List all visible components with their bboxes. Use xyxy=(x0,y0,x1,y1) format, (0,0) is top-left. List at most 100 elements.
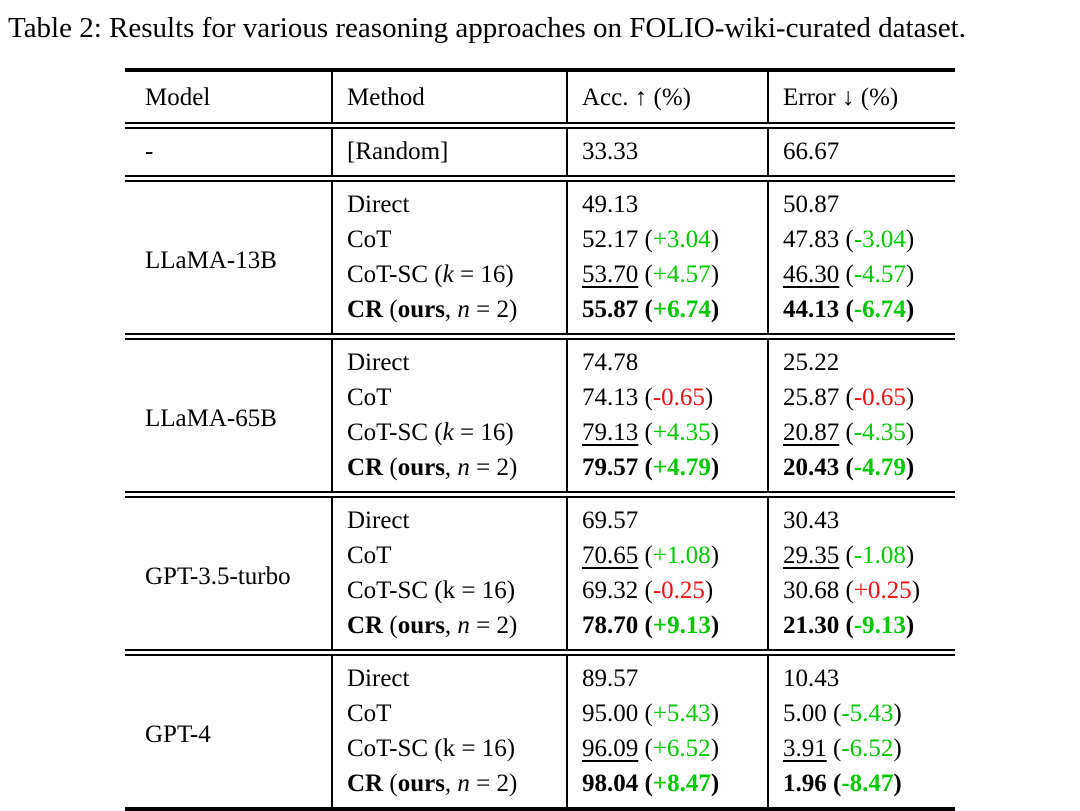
table-row: CoT-SC (k = 16) 69.32 (-0.25) 30.68 (+0.25… xyxy=(125,573,955,608)
header-row: Model Method Acc. ↑ (%) Error ↓ (%) xyxy=(125,70,955,126)
method-text: n xyxy=(457,612,470,639)
method-text: = 2) xyxy=(469,454,518,481)
error-cell: 20.43 (-4.79) xyxy=(767,450,955,495)
accuracy-cell: 69.57 xyxy=(566,494,768,538)
model-section: GPT-3.5-turbo Direct 69.57 30.43 CoT 70.65 (+… xyxy=(125,494,955,653)
metric-value: 21.30 xyxy=(783,612,840,639)
method-text: , xyxy=(444,296,458,323)
method-cell: [Random] xyxy=(331,125,567,179)
table-row: CR (ours, n = 2) 55.87 (+6.74) 44.13 (-6.7… xyxy=(125,292,955,337)
method-text: k xyxy=(442,419,454,446)
method-cell: CR (ours, n = 2) xyxy=(331,608,567,653)
error-cell: 66.67 xyxy=(767,125,955,179)
delta-value: +4.57 xyxy=(652,261,711,288)
delta-value: -6.74 xyxy=(853,296,906,323)
error-cell: 44.13 (-6.74) xyxy=(767,292,955,337)
accuracy-cell: 95.00 (+5.43) xyxy=(566,696,768,731)
accuracy-cell: 74.13 (-0.65) xyxy=(566,380,768,415)
method-text: ( xyxy=(389,454,398,481)
delta-value: +9.13 xyxy=(652,612,711,639)
metric-value: 1.96 xyxy=(783,770,827,797)
metric-value: 46.30 xyxy=(783,261,840,288)
error-cell: 47.83 (-3.04) xyxy=(767,222,955,257)
delta-value: -0.65 xyxy=(652,384,705,411)
delta-value: +1.08 xyxy=(652,542,711,569)
method-text: CoT-SC ( xyxy=(347,419,443,446)
error-cell: 21.30 (-9.13) xyxy=(767,608,955,653)
method-text: CoT xyxy=(347,542,392,569)
method-cell: CR (ours, n = 2) xyxy=(331,450,567,495)
metric-value: 50.87 xyxy=(783,191,840,218)
metric-value: 30.68 xyxy=(783,577,840,604)
table-caption: Table 2: Results for various reasoning a… xyxy=(8,12,966,44)
method-text: ours xyxy=(397,454,445,481)
accuracy-cell: 78.70 (+9.13) xyxy=(566,608,768,653)
error-cell: 46.30 (-4.57) xyxy=(767,257,955,292)
metric-value: 79.57 xyxy=(582,454,639,481)
metric-value: 66.67 xyxy=(783,138,840,165)
method-text: CoT-SC ( xyxy=(347,261,443,288)
delta-value: -5.43 xyxy=(841,700,894,727)
error-cell: 20.87 (-4.35) xyxy=(767,415,955,450)
method-text: Direct xyxy=(347,665,410,692)
metric-value: 96.09 xyxy=(582,735,639,762)
header-error: Error ↓ (%) xyxy=(767,70,955,126)
metric-value: 25.87 xyxy=(783,384,840,411)
table-row: CR (ours, n = 2) 78.70 (+9.13) 21.30 (-9.1… xyxy=(125,608,955,653)
metric-value: 5.00 xyxy=(783,700,827,727)
model-cell: GPT-4 xyxy=(145,720,211,748)
method-text: CR xyxy=(347,296,390,323)
metric-value: 33.33 xyxy=(582,138,639,165)
method-text: ours xyxy=(397,612,445,639)
table-row: - [Random] 33.33 66.67 xyxy=(125,125,955,179)
accuracy-cell: 53.70 (+4.57) xyxy=(566,257,768,292)
method-text: CR xyxy=(347,612,390,639)
delta-value: -6.52 xyxy=(841,735,894,762)
accuracy-cell: 55.87 (+6.74) xyxy=(566,292,768,337)
accuracy-cell: 79.13 (+4.35) xyxy=(566,415,768,450)
error-cell: 30.43 xyxy=(767,494,955,538)
method-cell: Direct xyxy=(331,178,567,222)
model-cell: LLaMA-13B xyxy=(145,246,277,274)
metric-value: 55.87 xyxy=(582,296,639,323)
metric-value: 25.22 xyxy=(783,349,840,376)
method-text: , xyxy=(444,612,458,639)
method-cell: CoT-SC (k = 16) xyxy=(331,573,567,608)
method-cell: CR (ours, n = 2) xyxy=(331,766,567,809)
accuracy-cell: 98.04 (+8.47) xyxy=(566,766,768,809)
table-row: LLaMA-65B Direct 74.78 25.22 xyxy=(125,336,955,432)
header-method: Method xyxy=(331,70,567,126)
error-cell: 50.87 xyxy=(767,178,955,222)
model-section: LLaMA-13B Direct 49.13 50.87 CoT 52.17 (+3.04… xyxy=(125,178,955,337)
delta-value: +4.79 xyxy=(652,454,711,481)
table-row: CoT 74.13 (-0.65) 25.87 (-0.65) xyxy=(125,380,955,415)
table-row: CR (ours, n = 2) 79.57 (+4.79) 20.43 (-4.7… xyxy=(125,450,955,495)
metric-value: 74.13 xyxy=(582,384,639,411)
metric-value: 69.32 xyxy=(582,577,639,604)
table-row: GPT-4 Direct 89.57 10.43 xyxy=(125,652,955,748)
header-accuracy: Acc. ↑ (%) xyxy=(566,70,768,126)
table-row: CoT 95.00 (+5.43) 5.00 (-5.43) xyxy=(125,696,955,731)
accuracy-cell: 69.32 (-0.25) xyxy=(566,573,768,608)
delta-value: +3.04 xyxy=(652,226,711,253)
delta-value: +4.35 xyxy=(652,419,711,446)
delta-value: +6.52 xyxy=(652,735,711,762)
delta-value: +5.43 xyxy=(652,700,711,727)
accuracy-cell: 33.33 xyxy=(566,125,768,179)
method-cell: CoT-SC (k = 16) xyxy=(331,731,567,766)
model-cell: - xyxy=(145,138,154,165)
error-cell: 25.87 (-0.65) xyxy=(767,380,955,415)
metric-value: 78.70 xyxy=(582,612,639,639)
metric-value: 20.87 xyxy=(783,419,840,446)
metric-value: 74.78 xyxy=(582,349,639,376)
delta-value: -4.57 xyxy=(853,261,906,288)
metric-value: 29.35 xyxy=(783,542,840,569)
metric-value: 3.91 xyxy=(783,735,827,762)
method-cell: CoT-SC (k = 16) xyxy=(331,257,567,292)
method-cell: Direct xyxy=(331,336,567,380)
model-section: - [Random] 33.33 66.67 xyxy=(125,125,955,179)
method-text: = 16) xyxy=(453,419,514,446)
metric-value: 30.43 xyxy=(783,507,840,534)
metric-value: 95.00 xyxy=(582,700,639,727)
method-text: = 2) xyxy=(469,770,518,797)
